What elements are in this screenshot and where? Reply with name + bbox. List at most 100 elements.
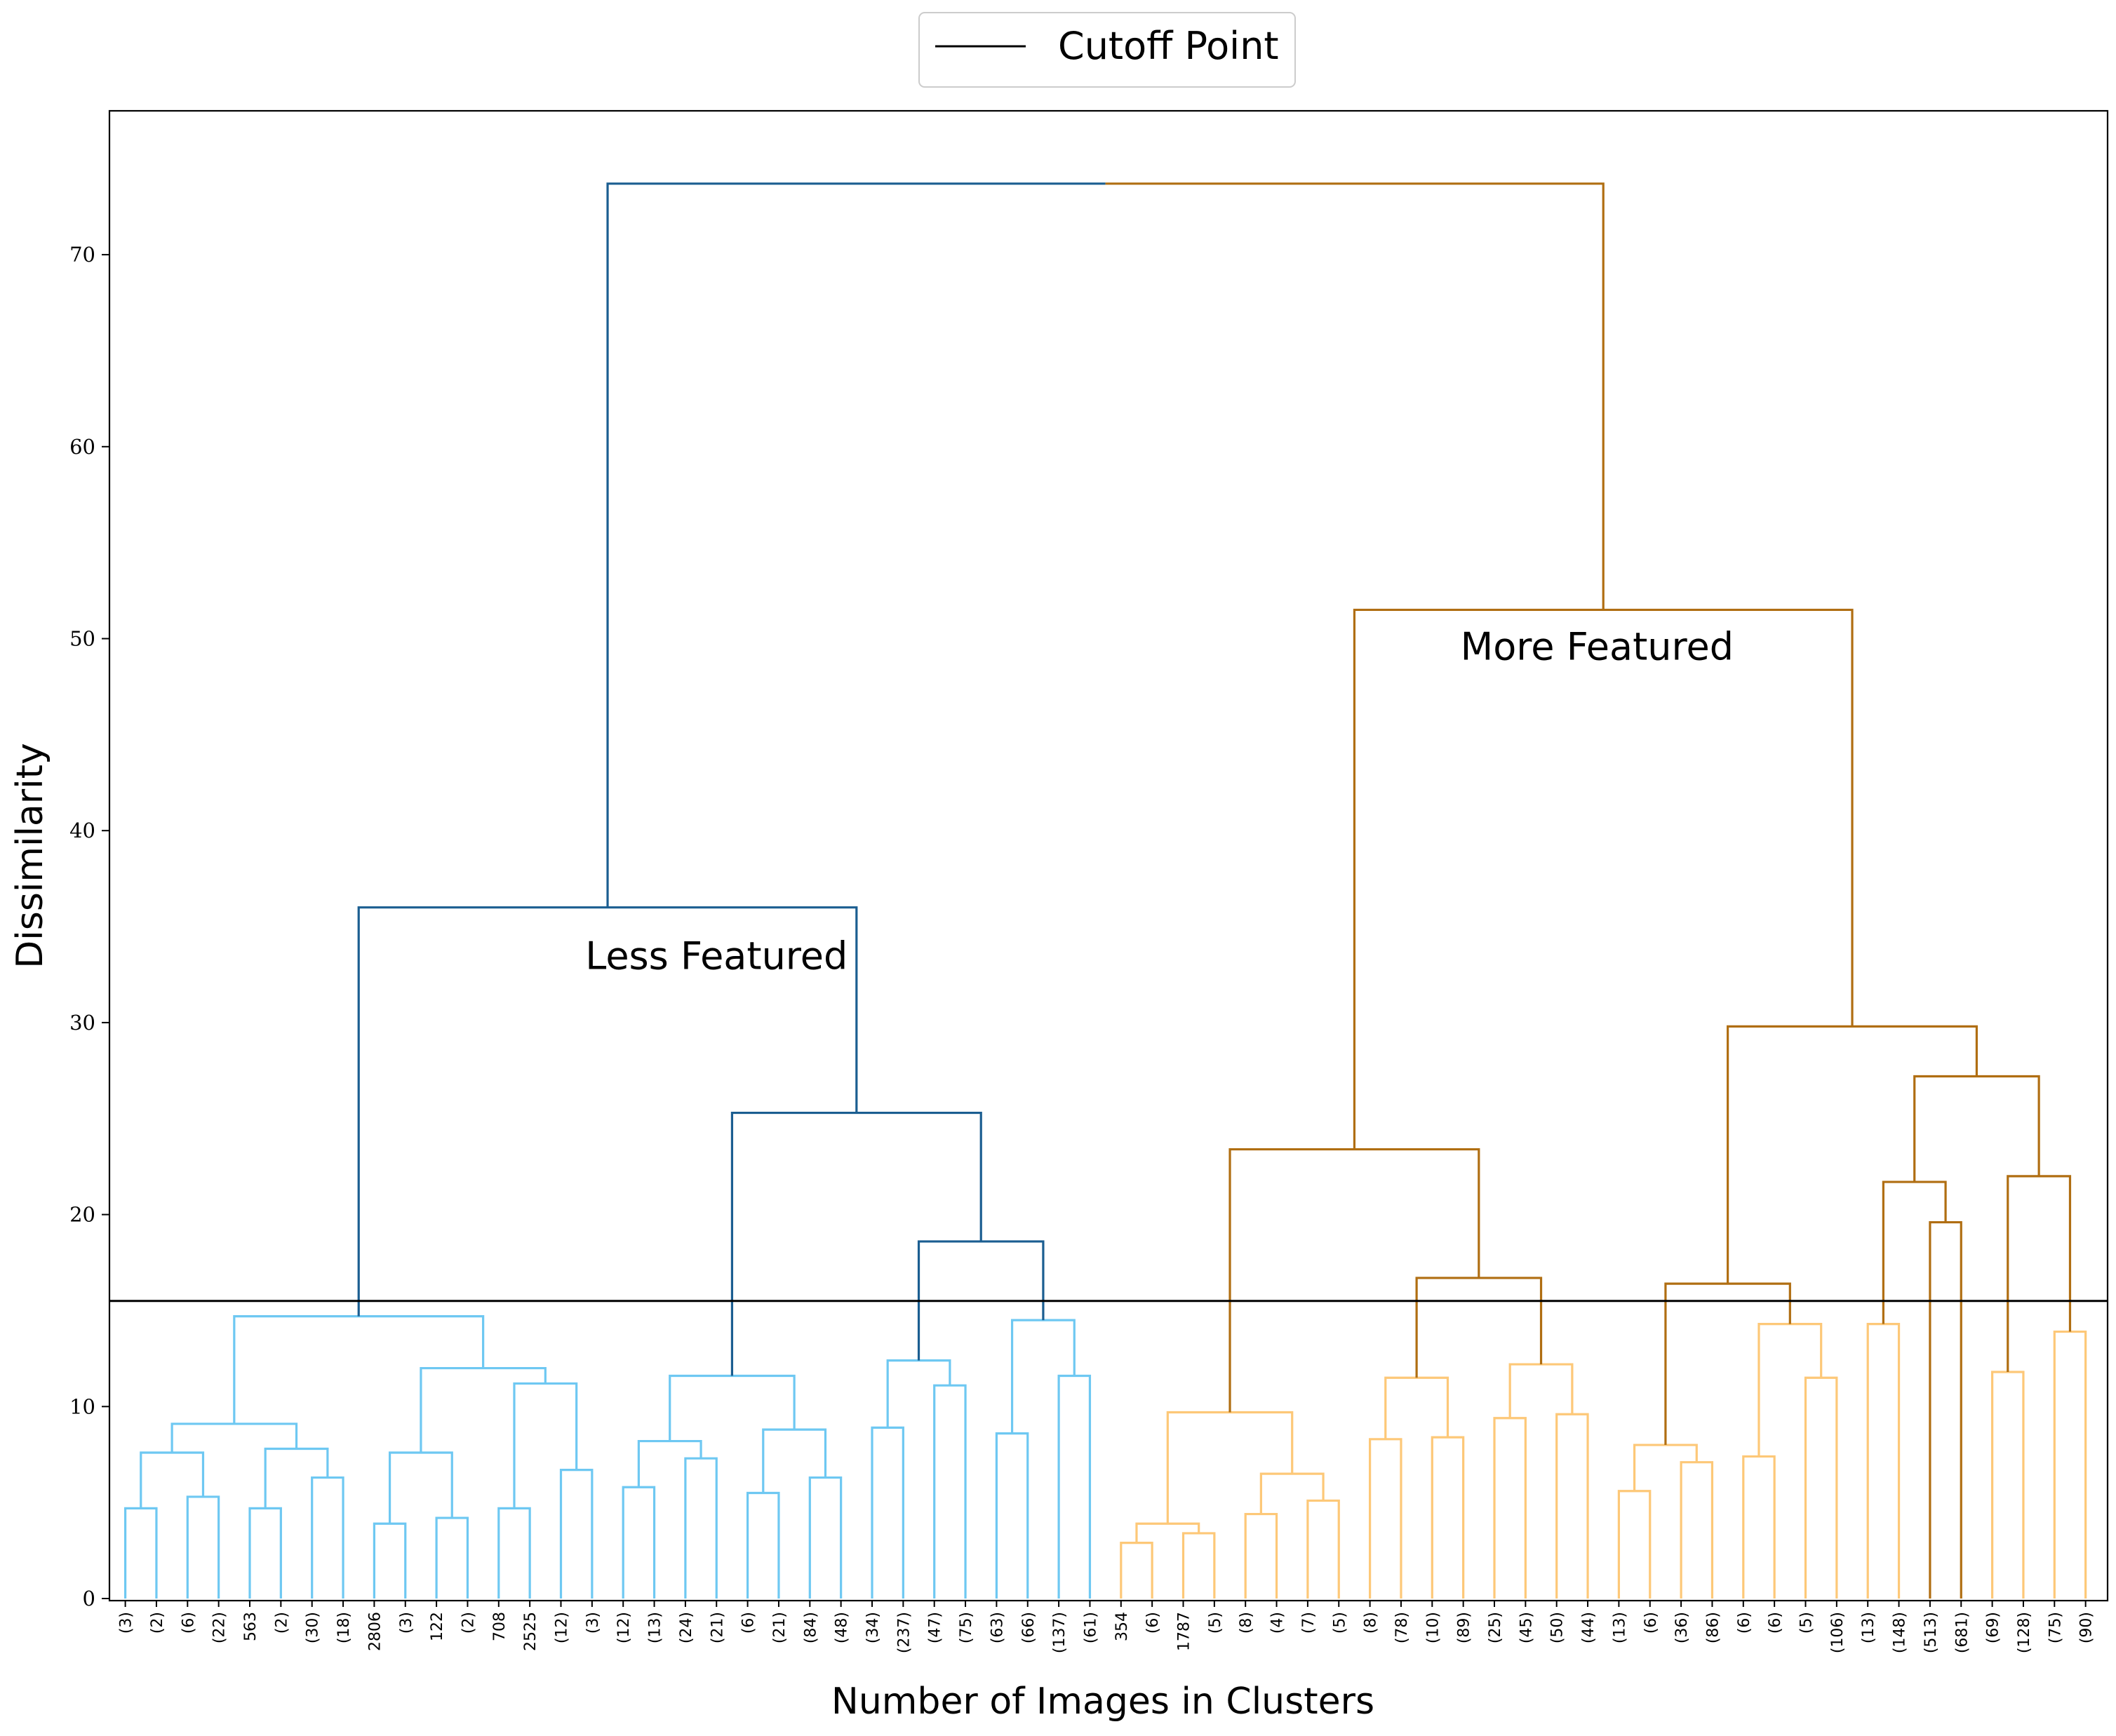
dendrogram-link xyxy=(2053,1330,2087,1599)
leaf-label: (128) xyxy=(2016,1612,2033,1653)
leaf-label: 2525 xyxy=(522,1612,540,1651)
x-axis: (3) (2) (6) (22) 563 (2) (30) (18) 2806 (3) 122 (2)… xyxy=(118,1601,2096,1653)
dendrogram-link xyxy=(1369,1438,1402,1599)
dendrogram-link xyxy=(435,1516,469,1599)
plot-area xyxy=(108,109,2109,1602)
leaf-label: (3) xyxy=(584,1612,602,1634)
leaf-label: (48) xyxy=(833,1612,851,1643)
leaf-label: (6) xyxy=(1736,1612,1753,1634)
leaf-label: (36) xyxy=(1673,1612,1691,1643)
leaf-label: (30) xyxy=(304,1612,322,1643)
leaf-label: 122 xyxy=(429,1612,446,1641)
y-tick-label: 20 xyxy=(69,1203,95,1227)
leaf-label: (6) xyxy=(1642,1612,1660,1634)
dendrogram-link xyxy=(637,1439,702,1488)
leaf-label: (5) xyxy=(1207,1612,1224,1634)
leaf-label: (8) xyxy=(1362,1612,1380,1634)
leaf-label: (34) xyxy=(864,1612,882,1643)
leaf-label: (513) xyxy=(1922,1612,1940,1653)
leaf-label: (24) xyxy=(678,1612,695,1643)
leaf-label: (90) xyxy=(2078,1612,2096,1643)
leaf-label: (66) xyxy=(1020,1612,1038,1643)
leaf-label: (61) xyxy=(1082,1612,1099,1643)
y-tick-label: 40 xyxy=(69,819,95,842)
leaf-label: (25) xyxy=(1487,1612,1504,1643)
y-tick-label: 60 xyxy=(69,435,95,459)
leaf-label: (13) xyxy=(1860,1612,1877,1643)
dendrogram-link xyxy=(684,1457,718,1599)
dendrogram-link xyxy=(1866,1323,1901,1599)
leaf-label: (137) xyxy=(1051,1612,1069,1653)
x-axis-title: Number of Images in Clusters xyxy=(831,1681,1374,1723)
leaf-label: (6) xyxy=(740,1612,758,1634)
leaf-label: 1787 xyxy=(1176,1612,1193,1651)
leaf-label: 708 xyxy=(491,1612,509,1641)
dendrogram-link xyxy=(871,1426,904,1599)
legend-label: Cutoff Point xyxy=(1058,24,1279,68)
y-tick-label: 70 xyxy=(69,243,95,267)
dendrogram-link xyxy=(746,1491,780,1599)
leaf-label: (148) xyxy=(1891,1612,1909,1653)
dendrogram-link xyxy=(808,1476,843,1599)
leaf-label: (75) xyxy=(2047,1612,2064,1643)
leaf-label: (6) xyxy=(1144,1612,1162,1634)
dendrogram-link-root-left xyxy=(606,182,1106,908)
leaf-label: (2) xyxy=(149,1612,166,1634)
dendrogram-link xyxy=(373,1522,407,1599)
leaf-label: (3) xyxy=(398,1612,415,1634)
leaf-label: (45) xyxy=(1518,1612,1535,1643)
leaf-label: (44) xyxy=(1580,1612,1598,1643)
leaf-label: 2806 xyxy=(366,1612,384,1651)
leaf-label: (5) xyxy=(1798,1612,1816,1634)
y-axis-title: Dissimilarity xyxy=(9,743,51,969)
leaf-label: (7) xyxy=(1300,1612,1318,1634)
leaf-label: (6) xyxy=(180,1612,197,1634)
leaf-label: (86) xyxy=(1704,1612,1722,1643)
leaf-label: (237) xyxy=(895,1612,913,1653)
leaf-label: (12) xyxy=(554,1612,571,1643)
dendrogram-link xyxy=(1555,1413,1589,1599)
dendrogram-links xyxy=(124,182,2087,1599)
legend: Cutoff Point xyxy=(918,12,1296,88)
leaf-label: (2) xyxy=(460,1612,477,1634)
dendrogram-link xyxy=(1929,1220,1962,1599)
leaf-label: (106) xyxy=(1829,1612,1847,1653)
leaf-label: (3) xyxy=(118,1612,135,1634)
dendrogram-link xyxy=(186,1495,220,1599)
leaf-label: (13) xyxy=(647,1612,664,1643)
y-tick-label: 50 xyxy=(69,627,95,651)
leaf-label: (75) xyxy=(958,1612,975,1643)
dendrogram-link xyxy=(1617,1490,1652,1599)
dendrogram-link xyxy=(1135,1522,1200,1543)
legend-box xyxy=(918,12,1296,88)
dendrogram-link xyxy=(1057,1374,1092,1599)
dendrogram-link xyxy=(1757,1323,1823,1457)
y-tick-label: 0 xyxy=(83,1587,95,1610)
dendrogram-link xyxy=(1913,1075,2040,1183)
dendrogram-link xyxy=(311,1476,344,1599)
leaf-label: (8) xyxy=(1238,1612,1255,1634)
leaf-label: (13) xyxy=(1611,1612,1628,1643)
y-tick-label: 10 xyxy=(69,1394,95,1418)
leaf-label: (22) xyxy=(211,1612,229,1643)
leaf-label: 563 xyxy=(242,1612,260,1641)
dendrogram-link xyxy=(140,1451,205,1509)
leaf-label: (5) xyxy=(1331,1612,1348,1634)
leaf-label: (681) xyxy=(1953,1612,1971,1653)
leaf-label: (47) xyxy=(927,1612,944,1643)
leaf-label: (50) xyxy=(1549,1612,1567,1643)
dendrogram-link xyxy=(730,1111,982,1376)
leaf-label: (18) xyxy=(335,1612,353,1643)
dendrogram-link xyxy=(1120,1542,1153,1599)
leaf-label: (12) xyxy=(615,1612,633,1643)
dendrogram-link-root-right xyxy=(1105,182,1605,610)
annotation-more-featured: More Featured xyxy=(1461,625,1734,669)
dendrogram-link xyxy=(669,1374,796,1441)
dendrogram-link xyxy=(388,1451,453,1524)
leaf-label: (89) xyxy=(1456,1612,1473,1643)
leaf-label: (69) xyxy=(1985,1612,2002,1643)
leaf-label: (4) xyxy=(1269,1612,1287,1634)
dendrogram-link xyxy=(1508,1363,1574,1418)
dendrogram-link xyxy=(995,1432,1029,1599)
